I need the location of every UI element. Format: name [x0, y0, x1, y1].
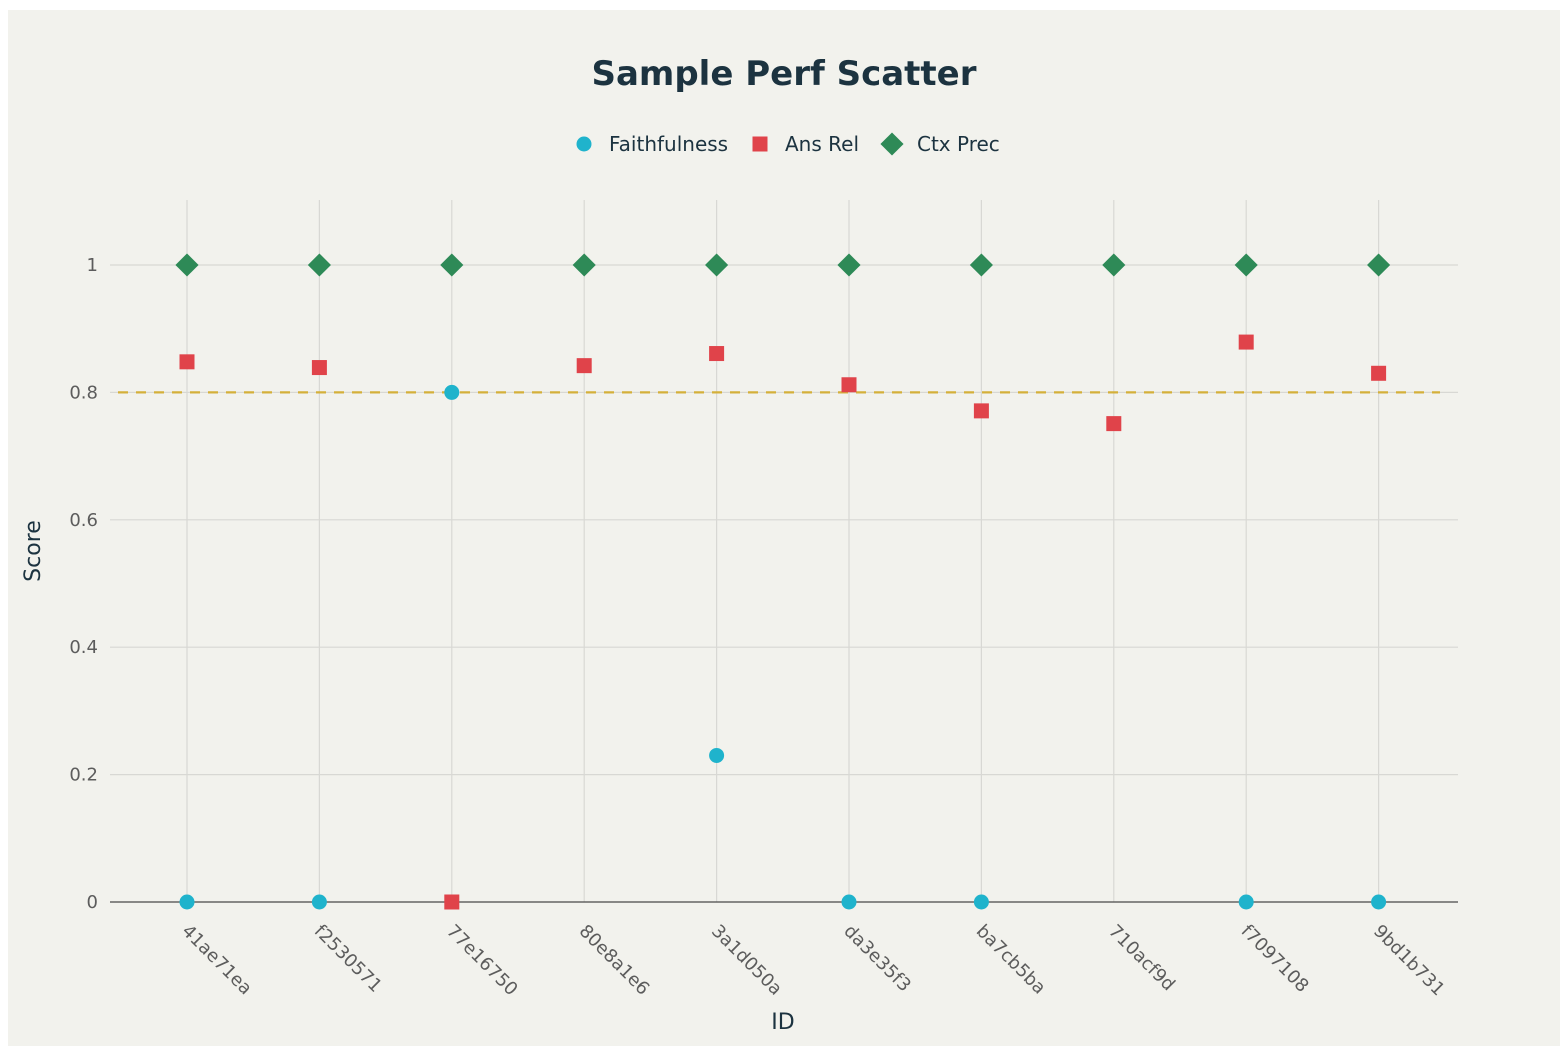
diamond-point: [440, 253, 464, 277]
diamond-point: [1367, 253, 1391, 277]
legend-item[interactable]: Ans Rel: [752, 132, 860, 156]
diamond-point: [1102, 253, 1126, 277]
diamond-point: [572, 253, 596, 277]
legend-circle-icon: [576, 136, 592, 152]
circle-point: [311, 894, 327, 910]
legend-diamond-icon: [880, 132, 904, 156]
chart-title: Sample Perf Scatter: [591, 54, 976, 94]
chart-card: Sample Perf Scatter Faithfulness Ans Rel C…: [8, 10, 1560, 1046]
data-marks: [175, 253, 1391, 910]
x-tick-label: 3a1d050a: [707, 921, 786, 1000]
y-tick-label: 0.6: [69, 510, 98, 531]
x-tick-label: 41ae71ea: [177, 921, 256, 1000]
diamond-point: [969, 253, 993, 277]
square-point: [1371, 365, 1387, 381]
legend-item[interactable]: Ctx Prec: [880, 132, 1000, 156]
square-point: [444, 894, 460, 910]
y-tick-label: 0.8: [69, 382, 98, 403]
diamond-point: [175, 253, 199, 277]
x-tick-label: 77e16750: [442, 921, 521, 1000]
y-tick-label: 0.4: [69, 637, 98, 658]
diamond-point: [1234, 253, 1258, 277]
y-axis-title: Score: [21, 520, 46, 582]
legend-item[interactable]: Faithfulness: [576, 132, 729, 156]
square-point: [179, 354, 195, 370]
square-point: [841, 377, 857, 393]
x-tick-label: f7097108: [1237, 921, 1313, 997]
circle-point: [973, 894, 989, 910]
diamond-point: [837, 253, 861, 277]
legend-label: Ans Rel: [785, 132, 859, 156]
square-point: [709, 346, 725, 362]
square-point: [576, 358, 592, 374]
x-tick-label: 9bd1b731: [1369, 921, 1449, 1001]
y-tick-label: 0.2: [69, 765, 98, 786]
x-tick-label: 710acf9d: [1104, 921, 1179, 996]
y-tick-label: 0: [87, 892, 98, 913]
circle-point: [1371, 894, 1387, 910]
x-tick-label: f2530571: [310, 921, 386, 997]
diamond-point: [705, 253, 729, 277]
x-tick-label: 80e8a1e6: [575, 921, 654, 1000]
legend-square-icon: [752, 136, 768, 152]
square-point: [1106, 416, 1122, 432]
x-axis-title: ID: [771, 1010, 794, 1035]
y-tick-label: 1: [87, 255, 98, 276]
y-tick-labels: 0 0.2 0.4 0.6 0.8 1: [69, 255, 98, 913]
x-tick-label: da3e35f3: [839, 921, 914, 996]
x-tick-label: ba7cb5ba: [972, 921, 1050, 999]
scatter-chart: Sample Perf Scatter Faithfulness Ans Rel C…: [21, 54, 1458, 1035]
series-faithfulness: [179, 384, 1387, 910]
series-ans-rel: [179, 334, 1387, 910]
x-tick-labels: 41ae71ea f2530571 77e16750 80e8a1e6 3a1d050a…: [177, 921, 1448, 1001]
square-point: [973, 403, 989, 419]
grid: [110, 200, 1458, 903]
diamond-point: [307, 253, 331, 277]
circle-point: [179, 894, 195, 910]
circle-point: [709, 747, 725, 763]
square-point: [1238, 334, 1254, 350]
legend-label: Ctx Prec: [917, 132, 1000, 156]
series-ctx-prec: [175, 253, 1391, 277]
circle-point: [841, 894, 857, 910]
square-point: [311, 360, 327, 376]
circle-point: [1238, 894, 1254, 910]
circle-point: [444, 384, 460, 400]
legend: Faithfulness Ans Rel Ctx Prec: [576, 132, 1000, 156]
legend-label: Faithfulness: [609, 132, 728, 156]
